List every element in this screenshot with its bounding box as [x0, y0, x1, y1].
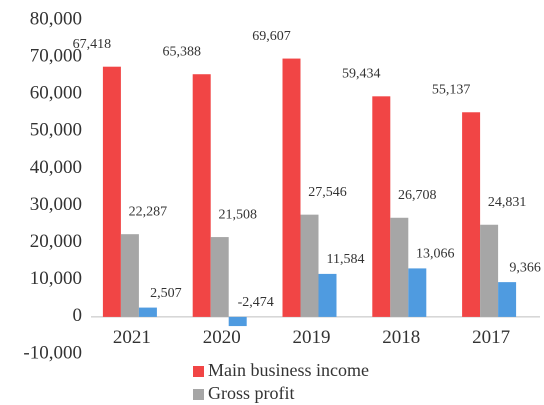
bar — [228, 316, 247, 327]
y-tick-label: 80,000 — [30, 8, 82, 29]
y-tick-label: 60,000 — [30, 83, 82, 104]
y-tick-label: 10,000 — [30, 268, 82, 289]
bar — [480, 224, 499, 317]
y-tick-label: 50,000 — [30, 120, 82, 141]
y-tick-label: 70,000 — [30, 45, 82, 66]
value-label: 59,434 — [342, 67, 381, 82]
bar — [318, 273, 337, 317]
value-label: 67,418 — [73, 37, 112, 52]
bar — [498, 282, 517, 317]
bar — [210, 237, 229, 317]
legend-label: Gross profit — [208, 383, 295, 403]
y-tick-label: 20,000 — [30, 231, 82, 252]
value-label: 69,607 — [252, 29, 291, 44]
x-tick-label: 2018 — [382, 327, 420, 348]
value-label: 24,831 — [488, 195, 527, 210]
x-tick-label: 2020 — [203, 327, 241, 348]
bar — [300, 214, 319, 317]
value-label: 27,546 — [308, 185, 347, 200]
value-label: 22,287 — [129, 204, 168, 219]
bar — [282, 58, 301, 317]
x-tick-label: 2019 — [293, 327, 331, 348]
bar — [408, 268, 427, 317]
y-tick-label: 30,000 — [30, 194, 82, 215]
bar — [120, 234, 139, 317]
bar — [138, 307, 157, 317]
value-label: -2,474 — [238, 295, 274, 310]
value-label: 21,508 — [218, 207, 257, 222]
value-label: 65,388 — [162, 44, 201, 59]
value-label: 55,137 — [432, 82, 471, 97]
bar — [390, 217, 409, 317]
value-label: 13,066 — [416, 247, 455, 262]
bar — [372, 96, 391, 317]
legend-label: Main business income — [208, 360, 369, 380]
bar — [462, 112, 481, 317]
value-label: 11,584 — [327, 252, 365, 267]
value-label: 2,507 — [150, 286, 182, 301]
y-tick-label: -10,000 — [23, 342, 82, 363]
legend-swatch — [193, 389, 204, 400]
bar — [192, 74, 211, 317]
bar — [102, 66, 121, 317]
legend-swatch — [193, 366, 204, 377]
x-tick-label: 2017 — [472, 327, 510, 348]
value-label: 26,708 — [398, 188, 437, 203]
x-tick-label: 2021 — [113, 327, 151, 348]
y-tick-label: 0 — [73, 305, 83, 326]
value-label: 9,366 — [509, 260, 541, 275]
y-tick-label: 40,000 — [30, 157, 82, 178]
